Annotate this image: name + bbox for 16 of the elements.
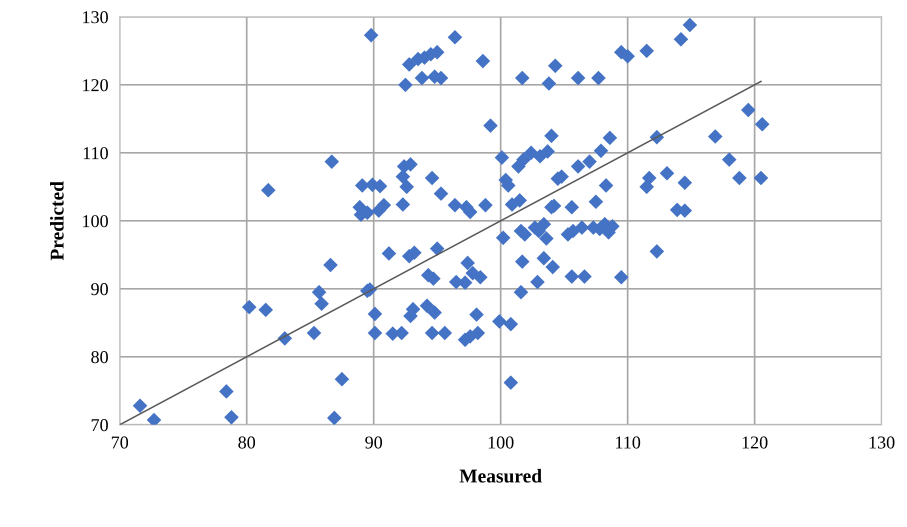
x-tick-label: 100 [488,436,514,449]
y-tick-label: 70 [92,419,108,432]
y-axis-title: Predicted [50,181,64,260]
y-tick-label: 120 [83,79,108,92]
y-tick-label: 130 [83,11,108,24]
x-axis-title: Measured [460,468,542,483]
x-tick-label: 120 [742,436,768,449]
x-tick-label: 80 [238,436,256,449]
y-tick-label: 100 [83,215,108,228]
x-tick-label: 70 [112,436,128,449]
y-tick-label: 90 [91,283,108,296]
y-tick-label: 110 [84,147,108,160]
x-tick-label: 130 [870,436,894,449]
x-tick-label: 90 [365,436,382,449]
y-tick-label: 80 [91,351,108,364]
x-tick-label: 110 [616,436,640,449]
